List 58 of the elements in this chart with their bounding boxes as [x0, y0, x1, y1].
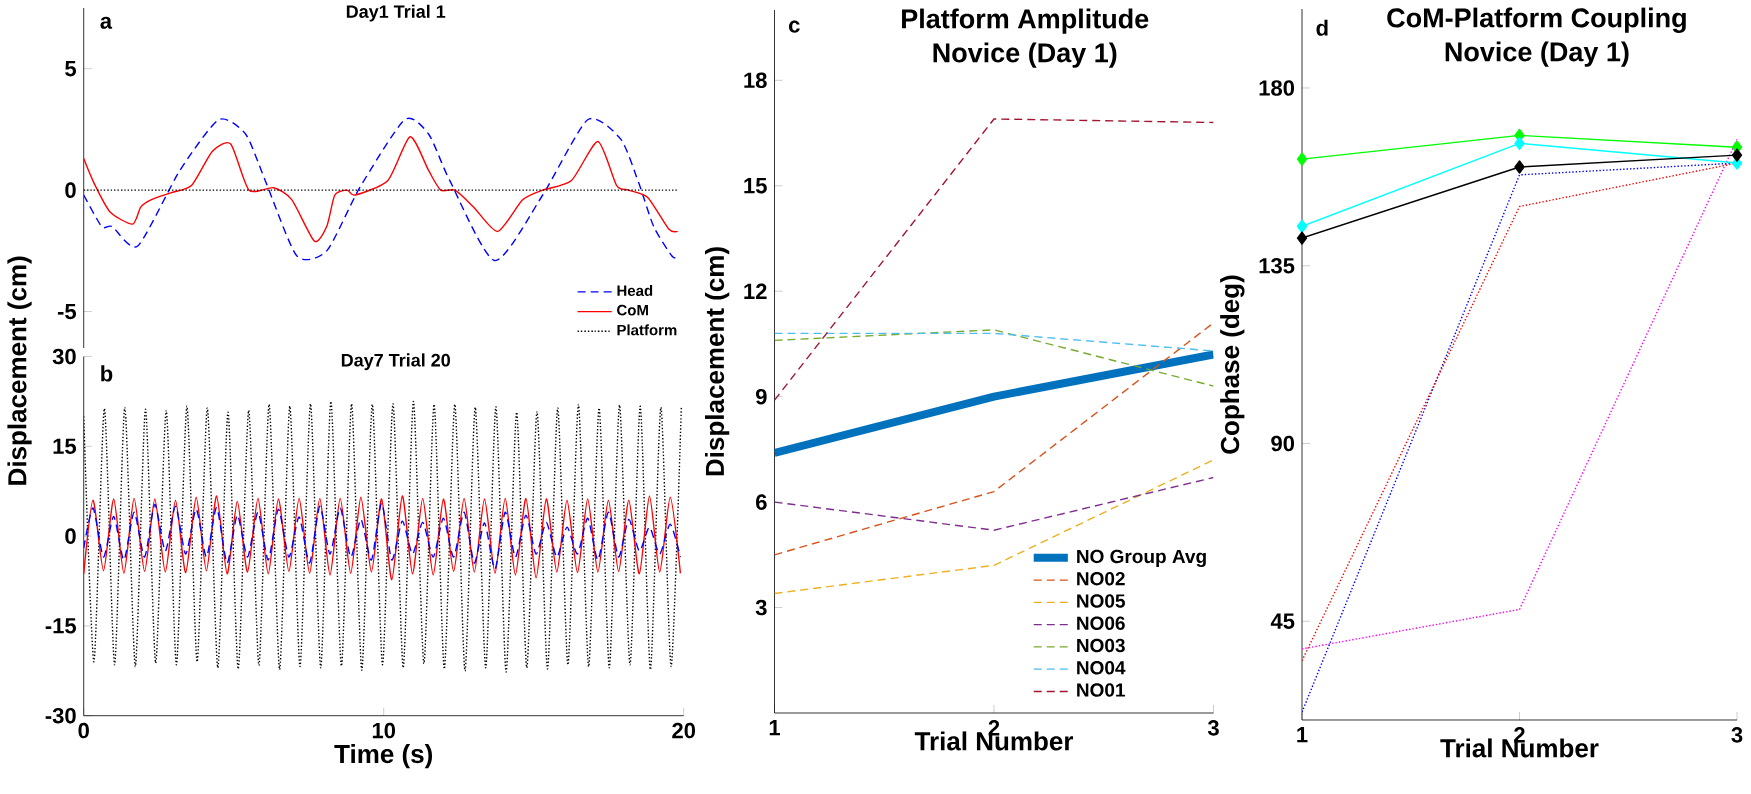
chart-title: CoM-Platform Coupling — [1387, 7, 1686, 33]
annotation: d — [1316, 19, 1328, 36]
legend-label: NO02 — [1077, 571, 1125, 586]
y-tick-label: 30 — [52, 348, 76, 365]
text: Novice (Day 1) — [1445, 41, 1629, 67]
y-tick-label: 45 — [1270, 613, 1295, 629]
point — [1296, 152, 1308, 166]
line-series — [83, 136, 679, 242]
y-axis-title: Displacement (cm) — [7, 256, 32, 485]
point — [1514, 160, 1525, 174]
legend-label: Platform — [617, 324, 677, 336]
legend-label: NO05 — [1077, 594, 1125, 608]
x-tick-label: 10 — [372, 722, 396, 739]
annotation: b — [101, 365, 113, 382]
y-axis-title: Displacement (cm) — [704, 247, 730, 476]
legend-label: NO03 — [1077, 638, 1125, 653]
y-tick-label: -30 — [45, 707, 76, 724]
point — [1296, 219, 1308, 233]
y-tick-label: 12 — [744, 283, 767, 299]
y-tick-label: 0 — [65, 528, 76, 544]
y-tick-label: 15 — [53, 438, 77, 454]
x-tick-label: 1 — [1297, 727, 1308, 743]
line-series — [83, 495, 682, 581]
line-series — [83, 502, 682, 570]
y-tick-label: 15 — [744, 178, 767, 194]
y-tick-label: 0 — [65, 182, 76, 198]
annotation: c — [789, 20, 800, 33]
legend-label: NO06 — [1077, 616, 1125, 630]
x-tick-label: 1 — [769, 720, 780, 736]
y-tick-label: 9 — [755, 388, 767, 405]
legend-label: NO04 — [1077, 661, 1126, 675]
point — [1731, 148, 1743, 162]
legend-label: NO01 — [1077, 683, 1125, 697]
annotation: a — [100, 16, 113, 29]
y-tick-label: -15 — [45, 618, 77, 634]
legend-label: CoM — [617, 304, 648, 316]
chart-title: Platform Amplitude — [902, 8, 1149, 34]
text: Novice (Day 1) — [933, 42, 1117, 68]
y-tick-label: 5 — [65, 61, 77, 77]
y-axis-title: Cophase (deg) — [1220, 275, 1245, 454]
y-tick-label: 18 — [744, 72, 767, 89]
x-tick-label: 3 — [1207, 720, 1219, 736]
chart-title: Day1 Trial 1 — [346, 4, 446, 22]
y-tick-label: -5 — [57, 303, 77, 320]
y-tick-label: 3 — [755, 599, 767, 616]
chart-title: Day7 Trial 20 — [341, 353, 450, 371]
legend-label: Head — [617, 285, 653, 297]
x-tick-label: 20 — [672, 722, 696, 739]
x-axis-title: Time (s) — [334, 744, 432, 769]
y-tick-label: 6 — [756, 494, 767, 510]
point — [1514, 136, 1525, 150]
x-tick-label: 0 — [78, 722, 89, 739]
y-tick-label: 90 — [1271, 435, 1295, 452]
y-tick-label: 180 — [1259, 80, 1295, 96]
y-tick-label: 135 — [1259, 257, 1295, 274]
legend-label: NO Group Avg — [1077, 549, 1206, 567]
point — [1296, 231, 1308, 245]
x-tick-label: 3 — [1731, 727, 1743, 743]
